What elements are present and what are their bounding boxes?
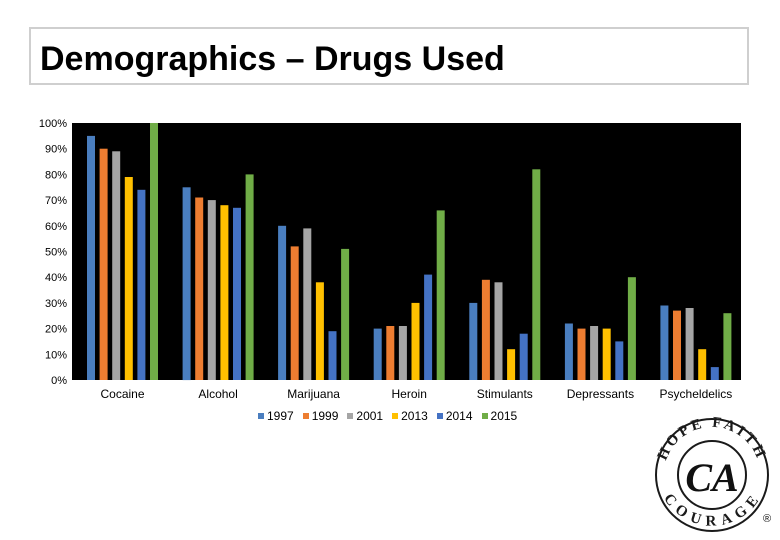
bar-cocaine-2014 <box>137 189 146 380</box>
y-tick-label: 40% <box>45 272 67 284</box>
y-tick-label: 70% <box>45 195 67 207</box>
bar-alcohol-2001 <box>207 200 216 380</box>
x-category-label: Psycheldelics <box>660 387 733 401</box>
legend-label: 2001 <box>356 409 384 423</box>
x-category-label: Heroin <box>392 387 427 401</box>
legend-item-2015: 2015 <box>481 409 518 423</box>
bar-depressants-2013 <box>602 328 611 380</box>
y-tick-label: 10% <box>45 349 67 361</box>
bar-heroin-1999 <box>386 326 395 380</box>
bar-psycheldelics-2013 <box>698 349 707 380</box>
bar-marijuana-1999 <box>290 246 299 380</box>
x-category-label: Cocaine <box>100 387 144 401</box>
bar-psycheldelics-1999 <box>673 310 681 380</box>
bar-depressants-2014 <box>615 341 624 380</box>
legend-label: 2015 <box>490 409 518 423</box>
legend-item-2013: 2013 <box>392 409 428 423</box>
bar-stimulants-1997 <box>469 302 478 380</box>
legend-label: 1997 <box>267 409 294 423</box>
y-axis-ticks: 0% 10% 20% 30% 40% 50% 60% 70% 80% 90% 100% <box>39 118 67 387</box>
legend: 1997 1999 2001 2013 2014 2015 <box>258 409 517 423</box>
bar-psycheldelics-2015 <box>723 313 732 380</box>
bars <box>87 123 732 381</box>
legend-swatch <box>481 413 488 419</box>
bar-psycheldelics-1997 <box>660 305 669 380</box>
bar-stimulants-2013 <box>507 349 516 380</box>
legend-label: 1999 <box>311 409 339 423</box>
bar-stimulants-2014 <box>519 333 528 380</box>
x-category-label: Alcohol <box>198 387 237 401</box>
legend-item-2014: 2014 <box>436 409 473 423</box>
y-tick-label: 0% <box>51 375 67 387</box>
x-axis-labels: Cocaine Alcohol Marijuana Heroin Stimulants D… <box>100 387 732 401</box>
y-tick-label: 60% <box>45 221 67 233</box>
bar-heroin-2015 <box>436 210 445 380</box>
bar-stimulants-2015 <box>532 169 541 380</box>
y-tick-label: 100% <box>39 118 67 130</box>
bar-heroin-2013 <box>411 302 420 380</box>
logo-inner-ring <box>677 440 747 510</box>
bar-depressants-1999 <box>577 328 586 380</box>
bar-cocaine-2001 <box>112 151 121 380</box>
legend-item-2001: 2001 <box>347 409 383 423</box>
legend-label: 2014 <box>445 409 473 423</box>
x-category-label: Marijuana <box>287 387 340 401</box>
legend-item-1997: 1997 <box>258 409 294 423</box>
bar-psycheldelics-2001 <box>685 308 694 380</box>
bar-alcohol-2013 <box>220 205 229 380</box>
logo-initials: CA <box>685 455 738 500</box>
hope-faith-courage-logo: HOPE FAITH COURAGE CA ® <box>655 415 771 532</box>
legend-swatch <box>347 413 354 419</box>
page-title: Demographics – Drugs Used <box>40 40 505 78</box>
bar-marijuana-1997 <box>278 225 287 380</box>
bar-heroin-2014 <box>424 274 433 380</box>
y-tick-label: 30% <box>45 298 67 310</box>
bar-marijuana-2014 <box>328 331 337 380</box>
bar-depressants-2015 <box>627 277 636 380</box>
bar-cocaine-2015 <box>150 123 158 380</box>
bar-marijuana-2001 <box>303 228 312 380</box>
bar-stimulants-2001 <box>494 282 503 380</box>
title-box: Demographics – Drugs Used <box>29 27 749 85</box>
legend-label: 2013 <box>401 409 428 423</box>
bar-alcohol-1997 <box>182 187 191 381</box>
y-tick-label: 90% <box>45 144 67 156</box>
bar-cocaine-1997 <box>87 135 95 380</box>
y-tick-label: 80% <box>45 169 67 181</box>
bar-heroin-1997 <box>373 328 382 380</box>
bar-alcohol-2015 <box>245 174 254 380</box>
legend-swatch <box>258 413 264 419</box>
legend-swatch <box>392 413 399 419</box>
logo-registered-mark: ® <box>763 513 771 525</box>
x-category-label: Stimulants <box>477 387 533 401</box>
y-tick-label: 50% <box>45 247 67 259</box>
bar-marijuana-2013 <box>315 282 324 380</box>
y-tick-label: 20% <box>45 324 67 336</box>
legend-item-1999: 1999 <box>302 409 339 423</box>
legend-swatch <box>302 413 309 419</box>
bar-marijuana-2015 <box>341 248 350 380</box>
x-category-label: Depressants <box>567 387 634 401</box>
bar-heroin-2001 <box>398 326 407 380</box>
bar-stimulants-1999 <box>481 279 490 380</box>
bar-cocaine-2013 <box>124 177 133 380</box>
bar-depressants-2001 <box>590 326 599 380</box>
bar-alcohol-2014 <box>233 207 241 380</box>
bar-alcohol-1999 <box>195 197 204 380</box>
bar-psycheldelics-2014 <box>710 367 719 380</box>
bar-cocaine-1999 <box>99 148 108 380</box>
bar-depressants-1997 <box>564 323 573 380</box>
legend-swatch <box>436 413 443 419</box>
